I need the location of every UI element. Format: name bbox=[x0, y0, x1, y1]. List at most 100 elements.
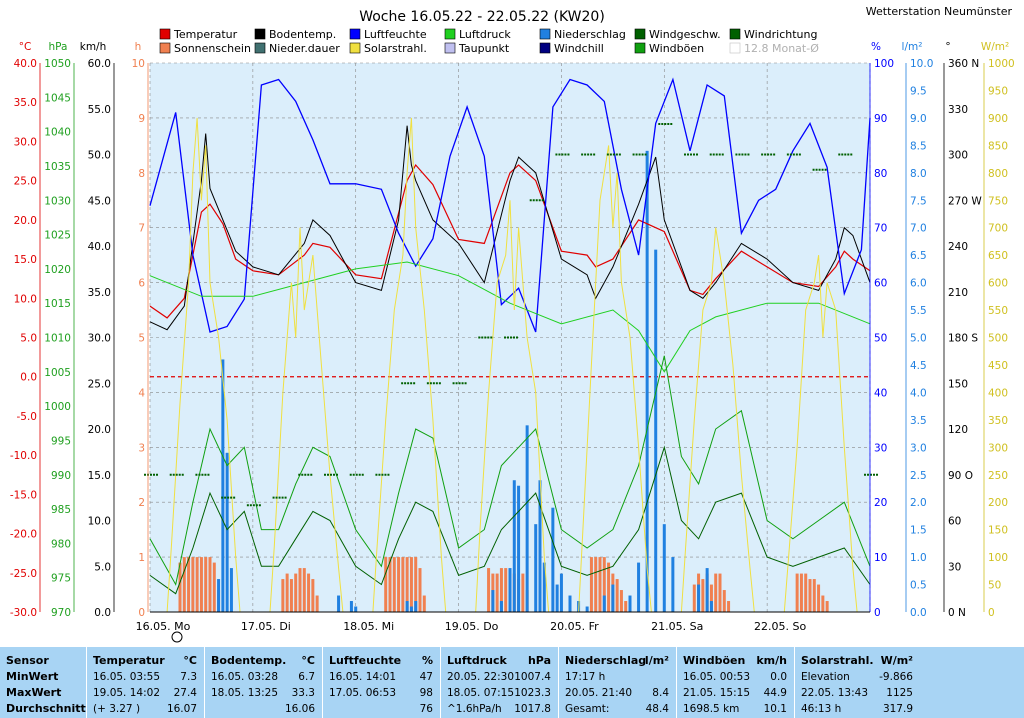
axis-tick-label: 1030 bbox=[44, 195, 71, 207]
axis-tick-label: 40 bbox=[874, 387, 887, 399]
stats-cell-label: 17:17 h bbox=[565, 671, 606, 683]
chart-title: Woche 16.05.22 - 22.05.22 (KW20) bbox=[359, 9, 605, 25]
wind-direction-dot bbox=[638, 153, 641, 156]
axis-tick-label: 20.0 bbox=[14, 215, 37, 227]
sunshine-bar bbox=[799, 573, 803, 612]
wind-direction-dot bbox=[227, 496, 230, 499]
series-line bbox=[149, 355, 871, 586]
series-line bbox=[149, 125, 871, 331]
axis-tick-label: 40.0 bbox=[88, 241, 111, 253]
wind-direction-dot bbox=[181, 473, 184, 476]
axis-tick-label: 100 bbox=[874, 58, 894, 70]
stats-column: Temperatur °C 16.05. 03:55 7.3 19.05. 14:02 2… bbox=[86, 647, 205, 718]
station-name: Wetterstation Neumünster bbox=[866, 5, 1013, 18]
wind-direction-dot bbox=[481, 336, 484, 339]
axis-tick-label: 1.5 bbox=[910, 525, 927, 537]
stats-table: Sensor MinWert MaxWert Durchschnitt Temp… bbox=[0, 647, 1024, 718]
wind-direction-dot bbox=[429, 382, 432, 385]
wind-direction-dot bbox=[355, 473, 358, 476]
axis-tick-label: 4 bbox=[138, 387, 145, 399]
legend-swatch bbox=[444, 28, 456, 40]
wind-direction-dot bbox=[435, 382, 438, 385]
axis-tick-label: 150 bbox=[988, 525, 1008, 537]
sunshine-bar bbox=[615, 579, 619, 612]
precipitation-bar bbox=[671, 557, 675, 612]
legend-swatch bbox=[634, 42, 646, 54]
legend-label: Bodentemp. bbox=[269, 28, 336, 41]
wind-direction-dot bbox=[207, 473, 210, 476]
axis-tick-label: 5 bbox=[138, 333, 145, 345]
axis-tick-label: -20.0 bbox=[10, 529, 37, 541]
x-tick-label: 16.05. Mo bbox=[136, 620, 191, 633]
stats-cell-value: 16.06 bbox=[284, 703, 315, 715]
sunshine-bar bbox=[289, 579, 293, 612]
stats-cell-value: -9.866 bbox=[879, 671, 913, 683]
precipitation-bar bbox=[628, 595, 632, 612]
wind-direction-dot bbox=[258, 504, 261, 507]
sunshine-bar bbox=[294, 573, 298, 612]
axis-tick-label: 30 bbox=[948, 561, 961, 573]
wind-direction-dot bbox=[798, 153, 801, 156]
stats-cell-label: 16.05. 03:55 bbox=[93, 671, 160, 683]
precipitation-bar bbox=[568, 595, 572, 612]
stats-column-unit: °C bbox=[183, 654, 197, 667]
wind-direction-dot bbox=[741, 153, 744, 156]
axis-tick-label: 700 bbox=[988, 223, 1008, 235]
sunshine-bar bbox=[199, 557, 203, 612]
wind-direction-dot bbox=[696, 153, 698, 156]
precipitation-bar bbox=[217, 579, 221, 612]
axis-tick-label: 800 bbox=[988, 168, 1008, 180]
sunshine-bar bbox=[589, 557, 593, 612]
wind-direction-dot bbox=[204, 473, 207, 476]
axis-tick-label: 5.0 bbox=[20, 333, 37, 345]
precipitation-bar bbox=[637, 562, 641, 612]
wind-direction-dot bbox=[593, 153, 596, 156]
wind-direction-dot bbox=[298, 473, 301, 476]
axis-tick-label: 15.0 bbox=[14, 254, 37, 266]
sunshine-bar bbox=[281, 579, 285, 612]
wind-direction-dot bbox=[198, 473, 201, 476]
axis-tick-label: 30.0 bbox=[88, 333, 111, 345]
wind-direction-dot bbox=[144, 473, 146, 476]
sunshine-bar bbox=[607, 562, 611, 612]
axis-tick-label: 0 bbox=[874, 607, 881, 619]
precipitation-bar bbox=[654, 249, 658, 612]
wind-direction-dot bbox=[381, 473, 384, 476]
sunshine-bar bbox=[727, 601, 731, 612]
stats-column: Luftdruck hPa 20.05. 22:30 1007.4 18.05. 07:… bbox=[440, 647, 559, 718]
axis-tick-label: 90 bbox=[874, 113, 887, 125]
sunshine-bar bbox=[401, 557, 405, 612]
wind-direction-dot bbox=[581, 153, 584, 156]
axis-tick-label: 5.5 bbox=[910, 305, 927, 317]
axis-tick-label: 7.0 bbox=[910, 223, 927, 235]
wind-direction-dot bbox=[795, 153, 798, 156]
axis-tick-label: 20.0 bbox=[88, 424, 111, 436]
axis-tick-label: 50 bbox=[988, 580, 1001, 592]
axis-tick-label: 6.5 bbox=[910, 250, 927, 262]
series-line bbox=[149, 163, 871, 319]
axis-tick-label: 400 bbox=[988, 387, 1008, 399]
precipitation-bar bbox=[645, 150, 649, 612]
wind-direction-dot bbox=[532, 199, 535, 202]
wind-direction-dot bbox=[535, 199, 538, 202]
axis-tick-label: 10 bbox=[874, 552, 887, 564]
chart-svg: 40.035.030.025.020.015.010.05.00.0-5.0-1… bbox=[10, 5, 1015, 643]
legend-label: Luftdruck bbox=[459, 28, 511, 41]
wind-direction-dot bbox=[612, 153, 615, 156]
axis-tick-label: 3 bbox=[138, 442, 145, 454]
wind-direction-dot bbox=[541, 199, 544, 202]
stats-column-title: Niederschlag bbox=[565, 654, 647, 667]
stats-label-col: Sensor MinWert MaxWert Durchschnitt bbox=[0, 647, 86, 718]
sunshine-bar bbox=[384, 557, 388, 612]
wind-direction-dot bbox=[693, 153, 695, 156]
stats-column: Luftfeuchte% 16.05. 14:01 47 17.05. 06:53 98… bbox=[322, 647, 441, 718]
wind-direction-dot bbox=[255, 504, 258, 507]
sunshine-bar bbox=[405, 557, 409, 612]
axis-tick-label: 450 bbox=[988, 360, 1008, 372]
wind-direction-dot bbox=[847, 153, 850, 156]
axis-tick-label: 500 bbox=[988, 333, 1008, 345]
sunshine-bar bbox=[178, 562, 182, 612]
legend-label: Luftfeuchte bbox=[364, 28, 427, 41]
sunshine-bar bbox=[692, 584, 696, 612]
stats-column: Bodentemp. °C 16.05. 03:28 6.7 18.05. 13:25 3… bbox=[204, 647, 323, 718]
